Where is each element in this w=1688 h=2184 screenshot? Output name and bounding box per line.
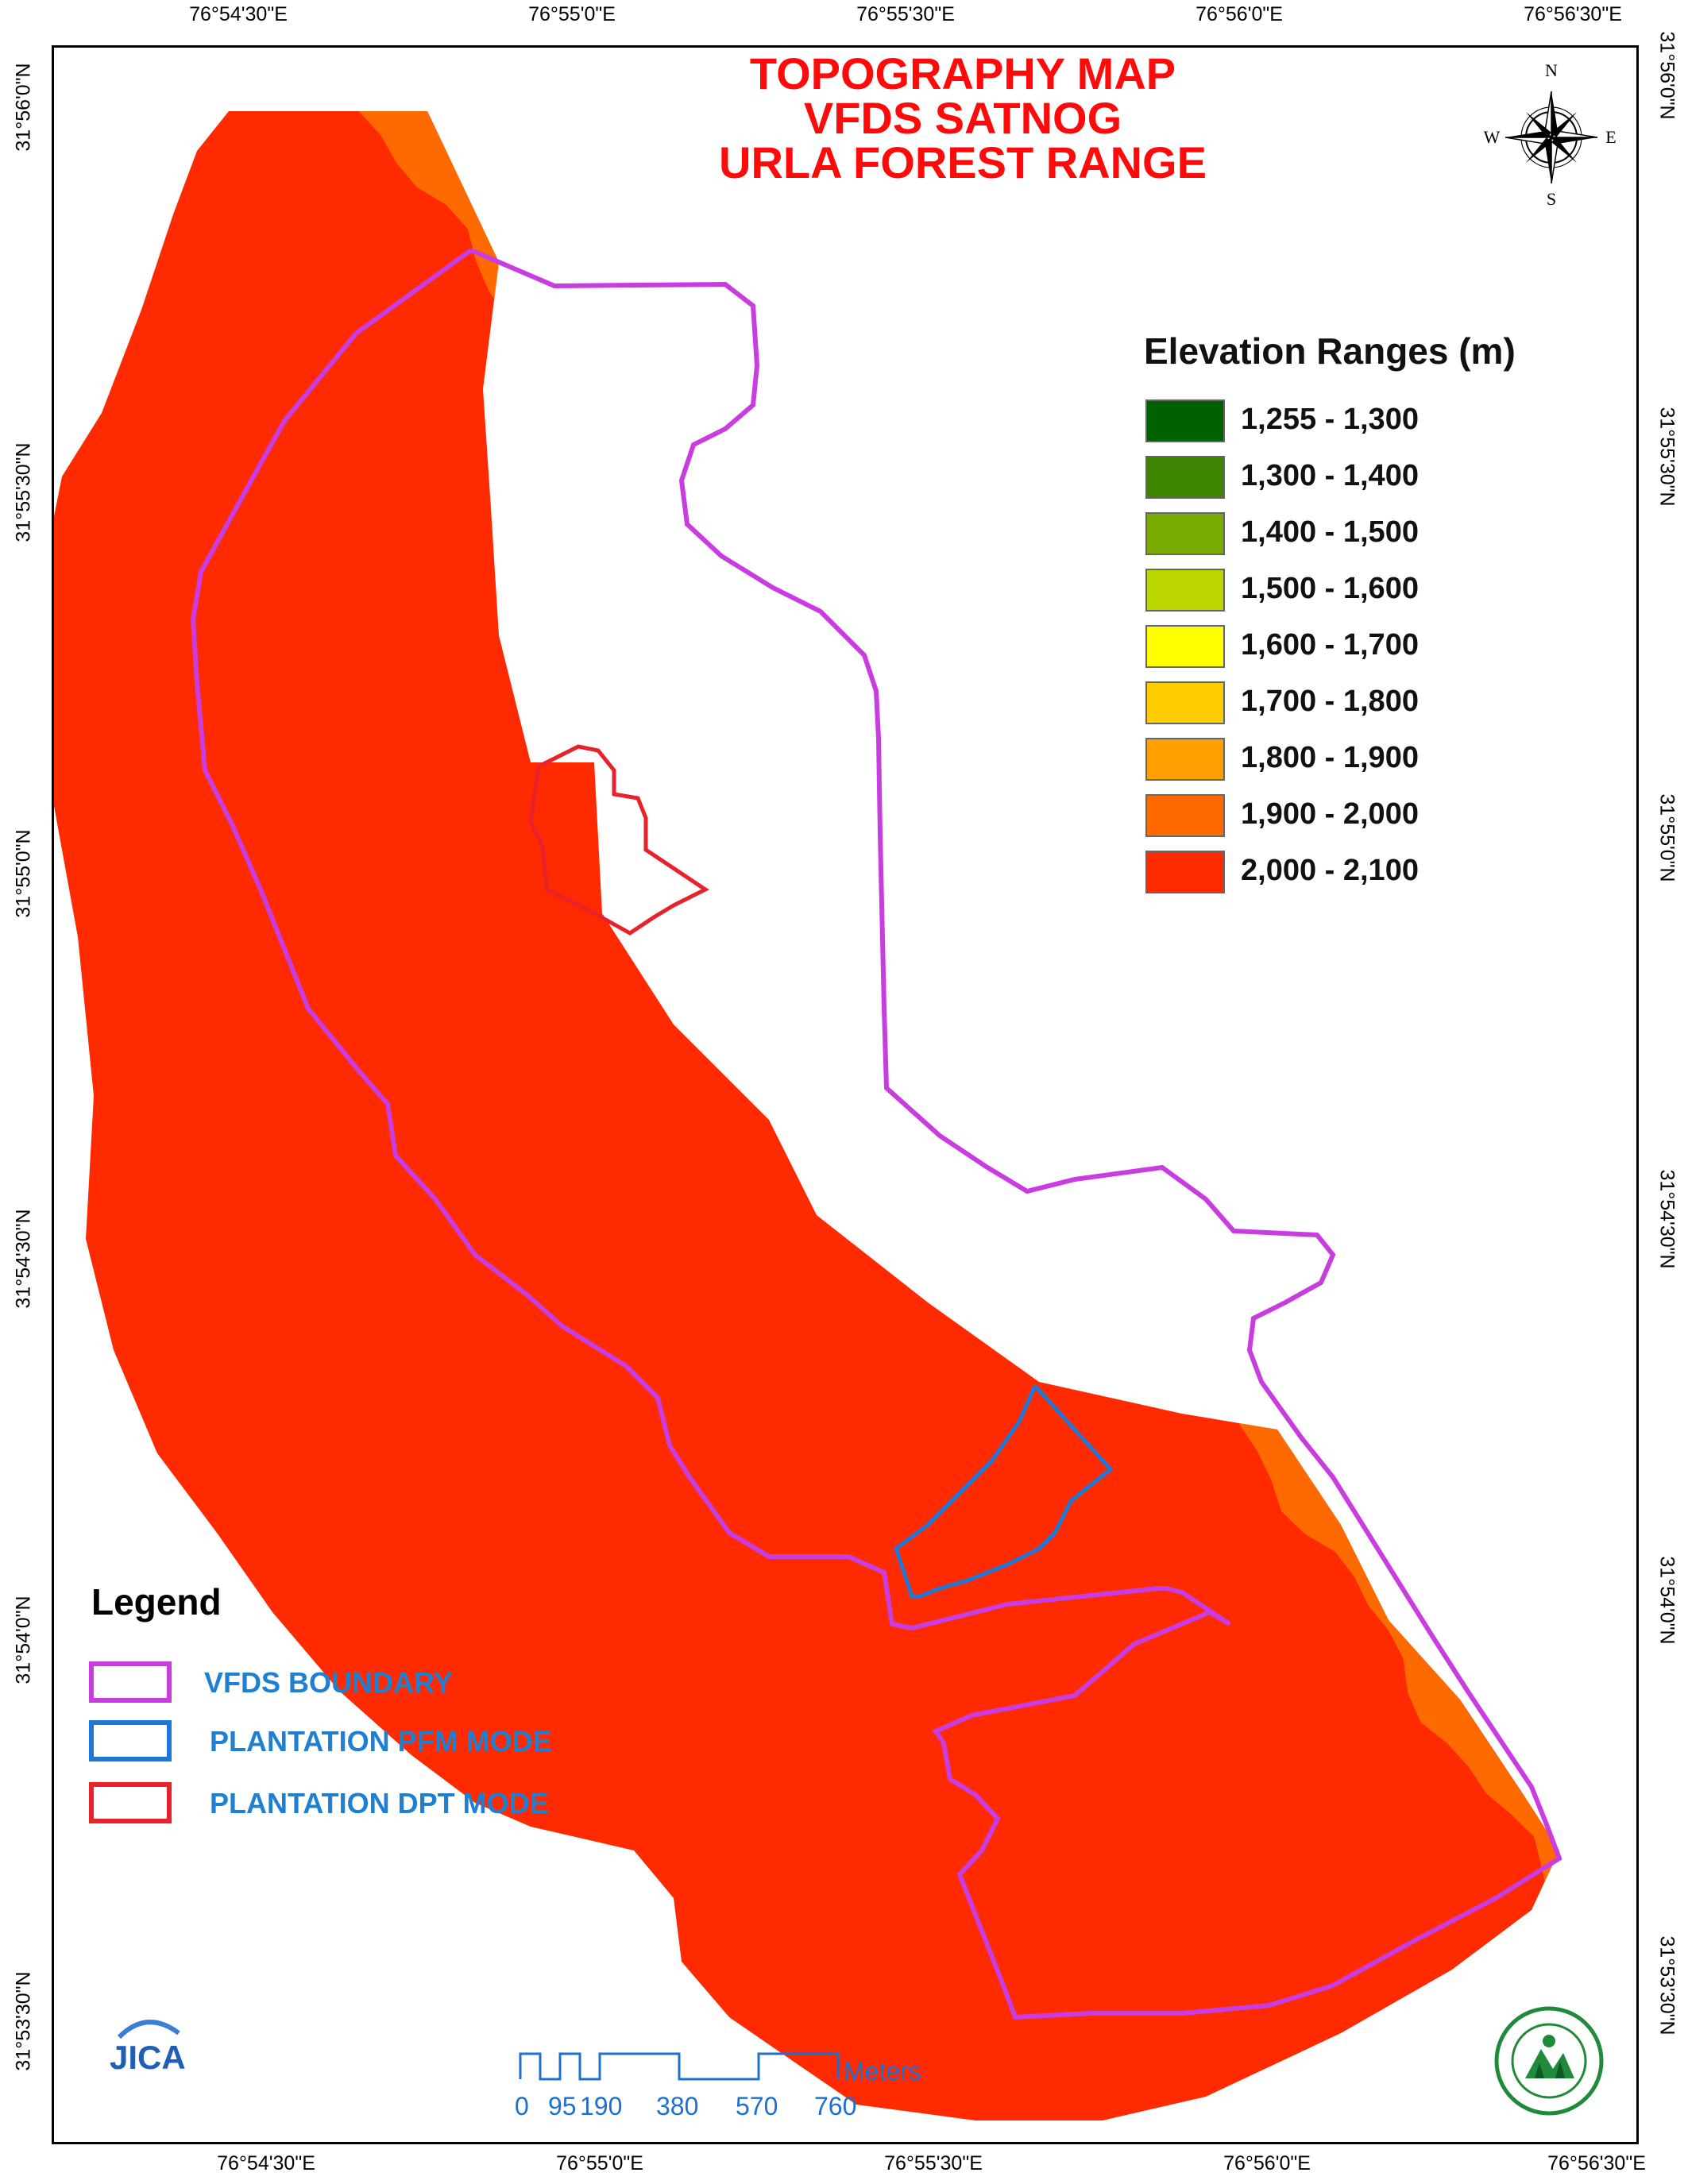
vfds-boundary [190, 248, 1562, 2020]
title-line-2: VFDS SATNOG [803, 93, 1122, 143]
elevation-legend: Elevation Ranges (m) 1,255 - 1,300 1,300 … [1144, 330, 1516, 907]
map-title: TOPOGRAPHY MAP VFDS SATNOG URLA FOREST R… [719, 52, 1207, 185]
elevation-class-label: 1,800 - 1,900 [1241, 741, 1419, 774]
elevation-class-swatch [1145, 738, 1225, 781]
right-tick-2: 31°55'0"N [1655, 793, 1678, 882]
compass-south-label: S [1547, 189, 1556, 206]
elevation-class-swatch [1145, 512, 1225, 555]
elevation-legend-title: Elevation Ranges (m) [1144, 330, 1516, 372]
left-tick-3: 31°54'30"N [12, 1209, 35, 1309]
legend-label: VFDS BOUNDARY [204, 1666, 453, 1699]
elevation-class-row: 1,900 - 2,000 [1144, 794, 1516, 851]
bottom-tick-1: 76°55'0"E [556, 2152, 643, 2174]
elevation-class-swatch [1145, 625, 1225, 668]
elevation-class-label: 1,500 - 1,600 [1241, 572, 1419, 605]
legend-swatch [89, 1782, 172, 1823]
left-tick-1: 31°55'30"N [12, 442, 35, 542]
top-tick-0: 76°54'30"E [189, 3, 288, 25]
legend-title: Legend [91, 1581, 222, 1623]
compass-rose-icon: N S E W [1484, 60, 1617, 209]
legend-swatch [89, 1720, 172, 1761]
elevation-class-swatch [1145, 569, 1225, 612]
scale-label-190: 190 [580, 2092, 623, 2120]
right-tick-5: 31°53'30"N [1655, 1935, 1678, 2035]
scale-unit-label: Meters [844, 2057, 921, 2086]
north-arrow-icon: N S E W [1484, 60, 1619, 209]
legend-label: PLANTATION PFM MODE [210, 1725, 552, 1758]
bottom-tick-4: 76°56'30"E [1547, 2152, 1646, 2174]
plantation-pfm-boundary [894, 1384, 1114, 1599]
top-tick-1: 76°55'0"E [528, 3, 616, 25]
scale-label-380: 380 [656, 2092, 699, 2120]
right-tick-3: 31°54'30"N [1655, 1169, 1678, 1269]
map-frame [52, 45, 1639, 2144]
jica-logo: JICA [103, 2013, 191, 2077]
elevation-class-row: 1,600 - 1,700 [1144, 625, 1516, 681]
left-tick-2: 31°55'0"N [12, 829, 35, 918]
jica-logo-text: JICA [110, 2039, 186, 2076]
compass-west-label: W [1484, 127, 1501, 147]
elevation-class-label: 1,400 - 1,500 [1241, 515, 1419, 549]
elevation-class-label: 1,300 - 1,400 [1241, 459, 1419, 492]
right-tick-0: 31°56'0"N [1655, 31, 1678, 120]
scale-bar: Meters 0 95 190 380 570 760 [515, 2047, 929, 2135]
elevation-class-label: 1,255 - 1,300 [1241, 403, 1419, 436]
scale-label-0: 0 [515, 2092, 529, 2120]
elevation-class-label: 1,900 - 2,000 [1241, 797, 1419, 831]
elevation-class-swatch [1145, 456, 1225, 499]
elevation-class-swatch [1145, 851, 1225, 893]
elevation-class-row: 1,300 - 1,400 [1144, 456, 1516, 512]
elevation-class-label: 1,600 - 1,700 [1241, 628, 1419, 662]
topography-map [54, 111, 1562, 2120]
elevation-class-row: 1,400 - 1,500 [1144, 512, 1516, 569]
elevation-class-label: 1,700 - 1,800 [1241, 685, 1419, 718]
top-tick-4: 76°56'30"E [1524, 3, 1622, 25]
scale-label-760: 760 [814, 2092, 857, 2120]
elevation-class-swatch [1145, 681, 1225, 724]
plantation-dpt-boundary [528, 744, 709, 936]
right-tick-4: 31°54'0"N [1655, 1556, 1678, 1645]
elevation-class-row: 1,700 - 1,800 [1144, 681, 1516, 738]
compass-north-label: N [1545, 64, 1558, 80]
elevation-class-row: 1,255 - 1,300 [1144, 399, 1516, 456]
elevation-class-swatch [1145, 399, 1225, 442]
right-tick-1: 31°55'30"N [1655, 407, 1678, 507]
bottom-tick-3: 76°56'0"E [1223, 2152, 1311, 2174]
scale-bar-graphic [519, 2052, 840, 2081]
scale-label-95: 95 [548, 2092, 577, 2120]
left-tick-5: 31°53'30"N [12, 1971, 35, 2071]
compass-east-label: E [1605, 127, 1616, 147]
title-line-1: TOPOGRAPHY MAP [749, 48, 1176, 98]
legend-label: PLANTATION DPT MODE [210, 1787, 549, 1819]
left-tick-4: 31°54'0"N [12, 1596, 35, 1684]
elevation-class-row: 1,500 - 1,600 [1144, 569, 1516, 625]
top-tick-3: 76°56'0"E [1196, 3, 1283, 25]
elevation-class-label: 2,000 - 2,100 [1241, 854, 1419, 887]
bottom-tick-2: 76°55'30"E [884, 2152, 983, 2174]
bottom-tick-0: 76°54'30"E [217, 2152, 315, 2174]
title-line-3: URLA FOREST RANGE [719, 137, 1207, 187]
legend-swatch [89, 1661, 172, 1703]
top-tick-2: 76°55'30"E [856, 3, 955, 25]
elevation-class-row: 2,000 - 2,100 [1144, 851, 1516, 907]
left-tick-0: 31°56'0"N [12, 63, 35, 152]
scale-label-570: 570 [736, 2092, 778, 2120]
elevation-class-row: 1,800 - 1,900 [1144, 738, 1516, 794]
elevation-class-swatch [1145, 794, 1225, 837]
forest-department-seal-icon [1493, 2005, 1605, 2116]
plantation-overlays [190, 248, 1562, 2020]
